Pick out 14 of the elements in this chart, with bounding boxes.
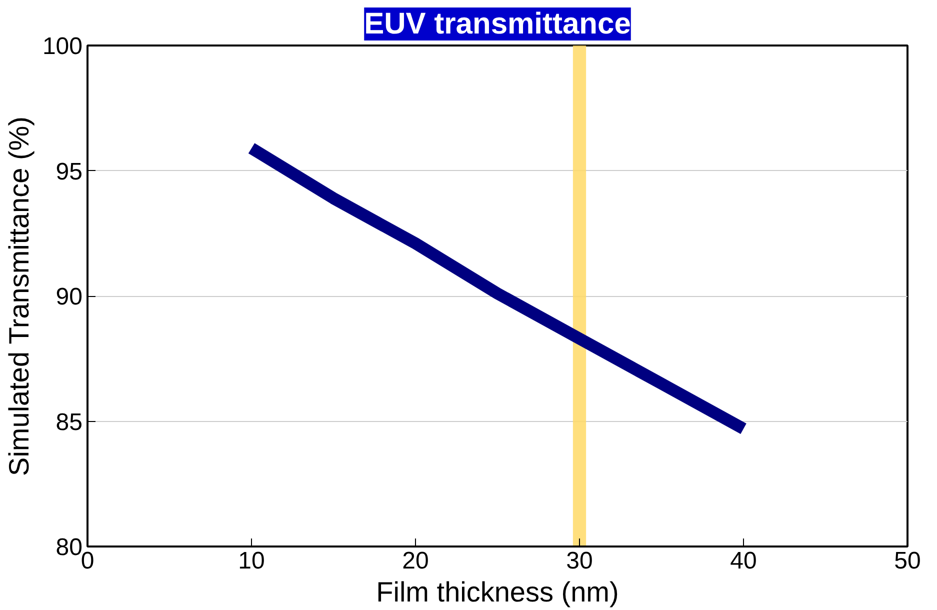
- y-axis-title: Simulated Transmittance (%): [3, 116, 34, 476]
- x-tick-label: 30: [566, 548, 593, 574]
- x-tick-label: 40: [730, 548, 757, 574]
- chart-title: EUV transmittance: [364, 8, 631, 40]
- x-tick-label: 0: [80, 548, 94, 574]
- x-tick-label: 20: [402, 548, 429, 574]
- y-tick-label: 100: [42, 33, 83, 60]
- y-tick-label: 85: [56, 408, 83, 436]
- y-tick-label: 95: [56, 158, 83, 186]
- x-axis-title: Film thickness (nm): [376, 576, 619, 608]
- y-tick-label: 80: [56, 534, 83, 561]
- x-tick-label: 50: [894, 548, 921, 574]
- x-tick-label: 10: [238, 548, 265, 574]
- y-tick-label: 90: [56, 284, 83, 310]
